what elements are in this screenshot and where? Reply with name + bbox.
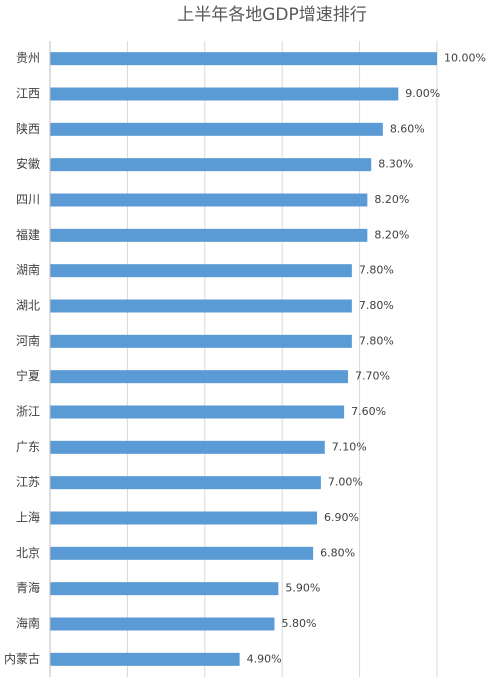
y-tick-label: 安徽	[16, 156, 40, 171]
y-tick-label: 宁夏	[16, 368, 40, 383]
value-label: 6.90%	[324, 511, 359, 524]
bar	[50, 228, 368, 242]
bar	[50, 546, 314, 560]
value-label: 7.80%	[359, 334, 394, 347]
bar	[50, 87, 399, 101]
value-label: 5.80%	[281, 617, 316, 630]
bar	[50, 52, 437, 66]
bar	[50, 476, 321, 490]
y-tick-label: 青海	[16, 580, 40, 595]
bar	[50, 617, 275, 631]
y-tick-label: 北京	[16, 546, 40, 560]
y-tick-label: 江西	[16, 87, 40, 101]
bar	[50, 582, 279, 596]
bar	[50, 122, 383, 136]
bar	[50, 334, 352, 348]
y-tick-label: 江苏	[16, 475, 40, 489]
chart-title: 上半年各地GDP增速排行	[177, 5, 367, 25]
bar	[50, 264, 352, 278]
value-label: 8.60%	[390, 122, 425, 135]
bar	[50, 370, 348, 384]
value-label: 7.70%	[355, 370, 390, 383]
value-label: 8.20%	[374, 193, 409, 206]
value-label: 7.00%	[328, 476, 363, 489]
value-label: 8.30%	[378, 158, 413, 171]
value-label: 7.80%	[359, 299, 394, 312]
value-label: 10.00%	[444, 52, 486, 65]
y-tick-label: 海南	[16, 616, 40, 631]
y-tick-label: 内蒙古	[4, 651, 40, 666]
y-tick-label: 湖南	[16, 262, 40, 277]
y-tick-label: 四川	[16, 193, 40, 207]
bar	[50, 299, 352, 313]
y-tick-label: 陕西	[16, 121, 40, 136]
y-tick-label: 福建	[16, 227, 40, 242]
value-label: 7.10%	[332, 440, 367, 453]
y-tick-label: 河南	[16, 333, 40, 348]
value-label: 7.80%	[359, 264, 394, 277]
y-tick-label: 上海	[16, 510, 40, 525]
bar	[50, 652, 240, 666]
value-label: 7.60%	[351, 405, 386, 418]
bar	[50, 511, 318, 525]
bar	[50, 440, 325, 454]
bar	[50, 405, 345, 419]
y-tick-label: 浙江	[16, 405, 40, 419]
y-tick-label: 湖北	[16, 298, 40, 313]
bar	[50, 158, 372, 172]
value-label: 4.90%	[247, 652, 282, 665]
value-label: 8.20%	[374, 228, 409, 241]
value-label: 5.90%	[285, 582, 320, 595]
y-tick-label: 广东	[16, 440, 40, 454]
y-tick-label: 贵州	[16, 51, 40, 65]
value-label: 6.80%	[320, 546, 355, 559]
value-label: 9.00%	[405, 87, 440, 100]
bar	[50, 193, 368, 207]
